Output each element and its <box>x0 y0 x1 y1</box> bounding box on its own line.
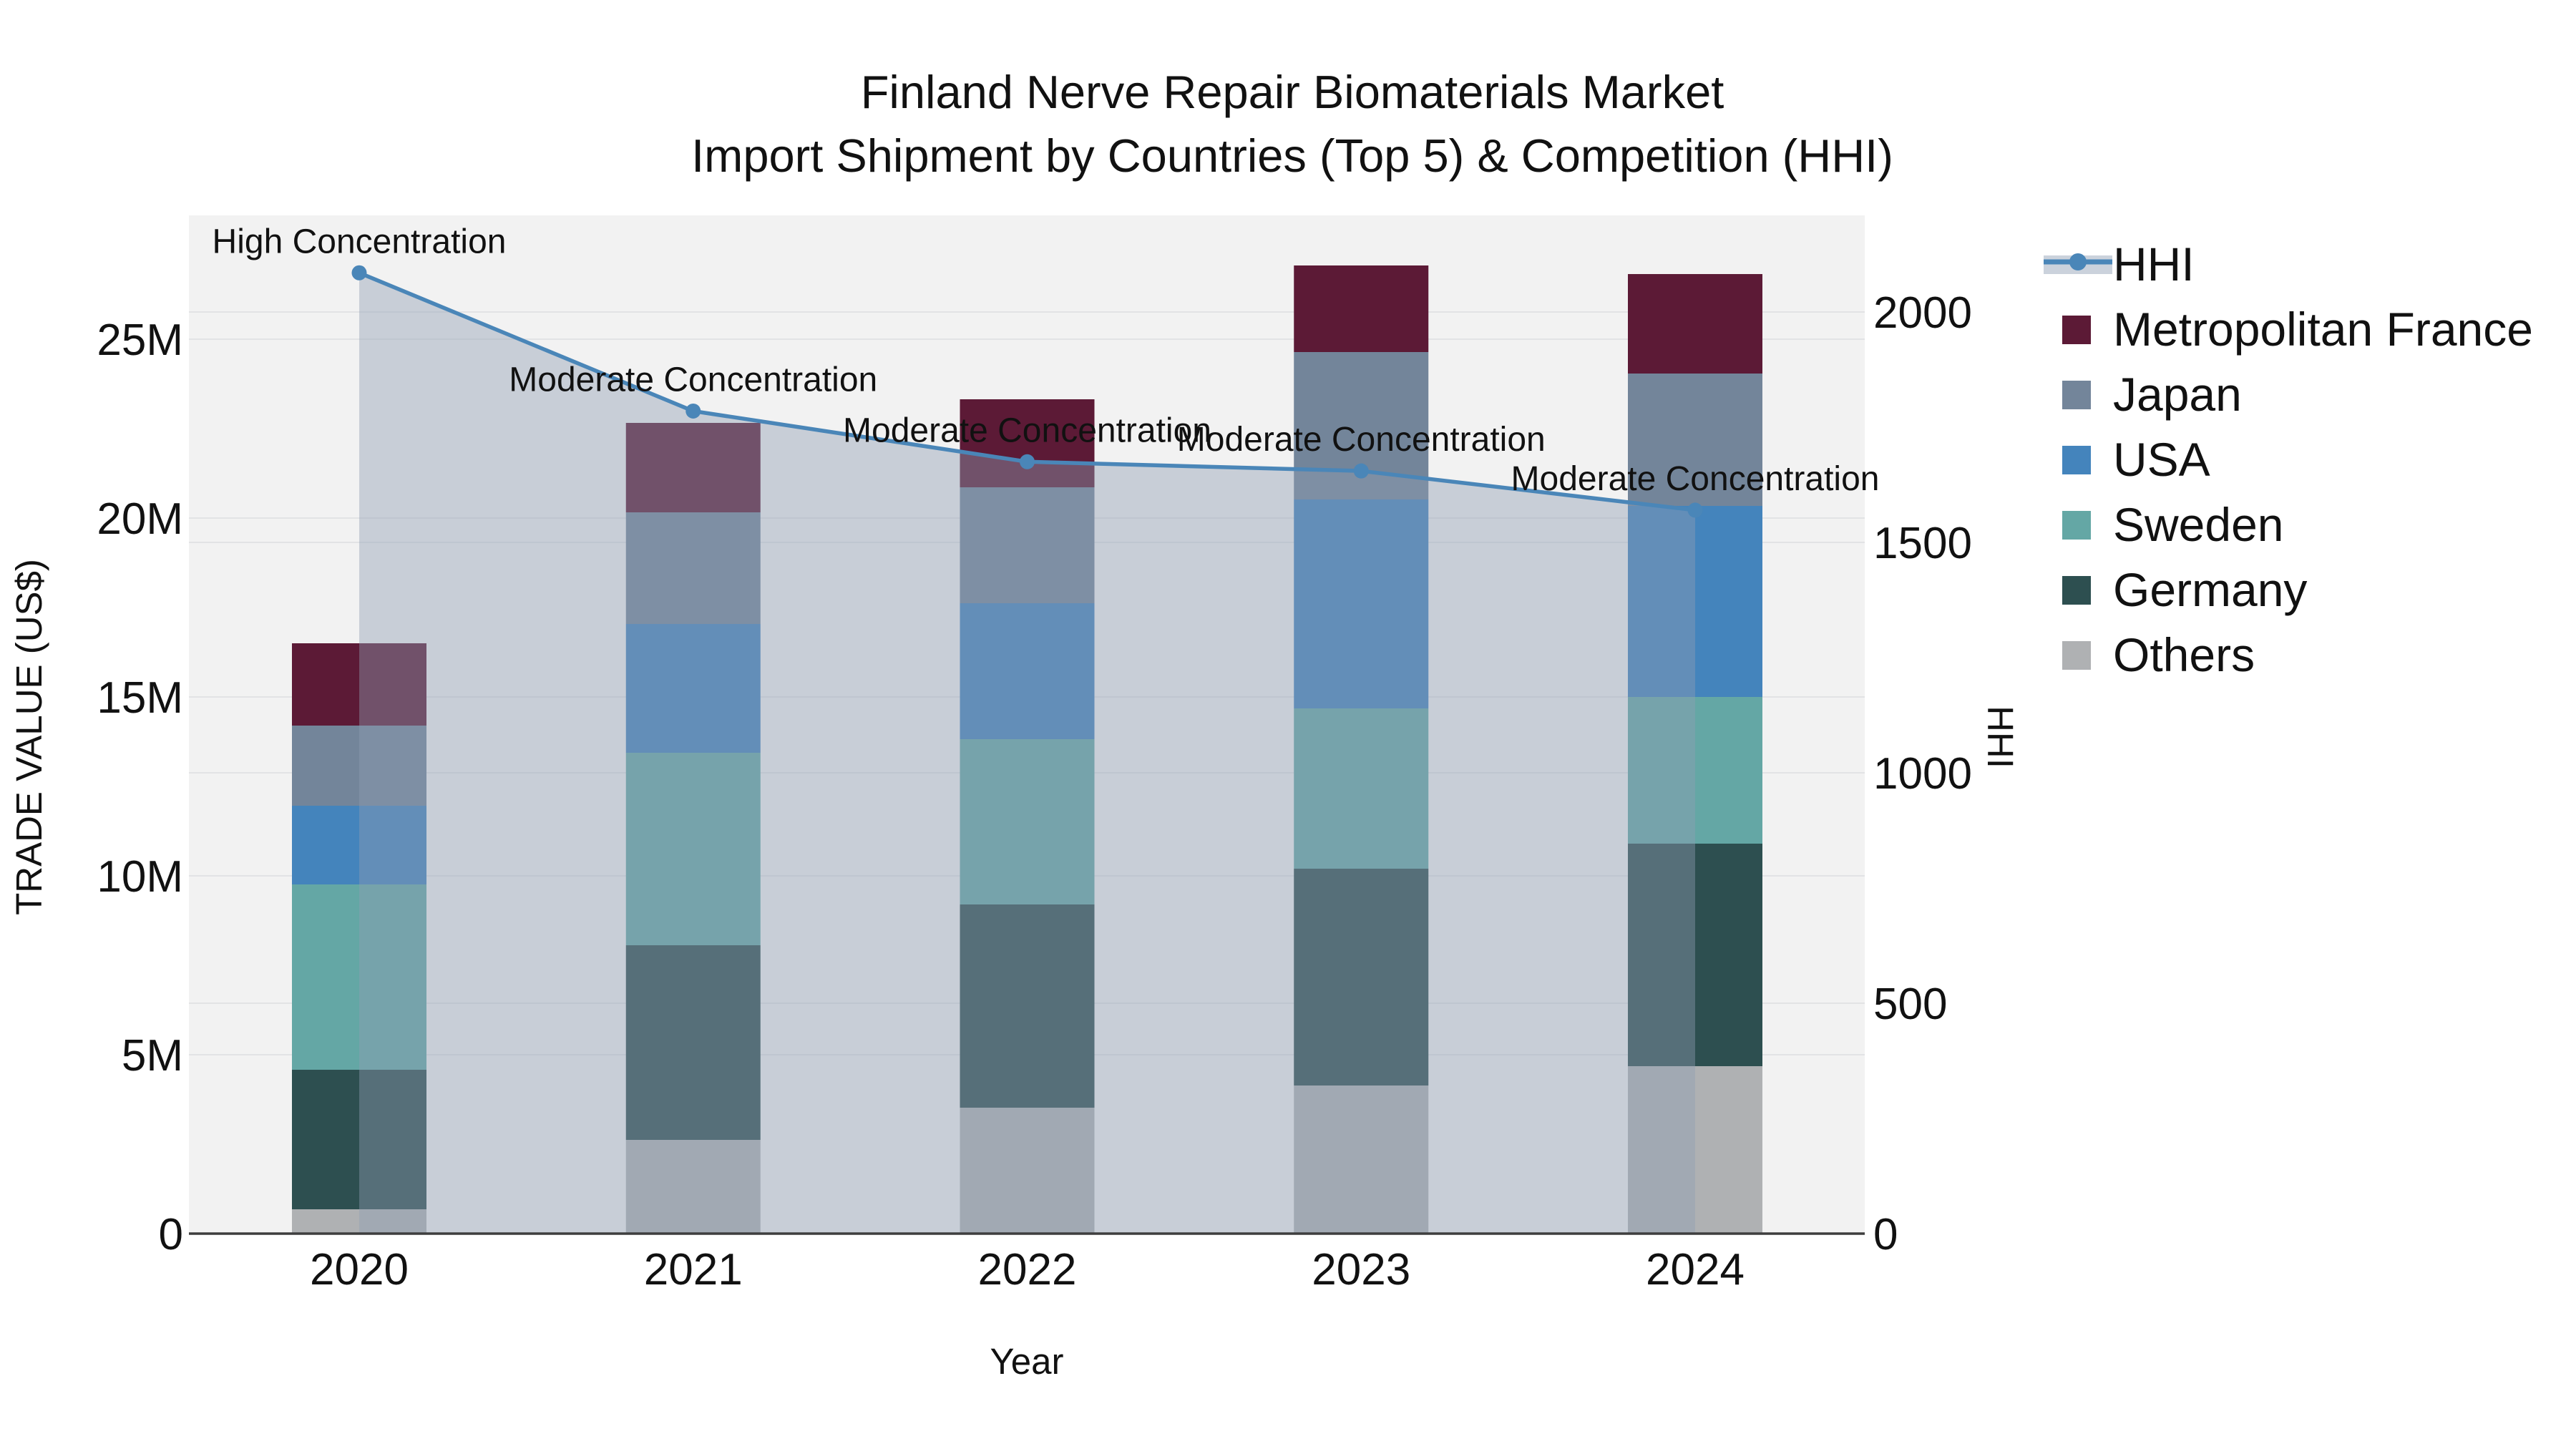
bar-segment-usa-2023 <box>1294 499 1429 708</box>
left-tick-20M: 20M <box>97 494 183 544</box>
legend-item-usa: USA <box>2062 433 2210 486</box>
legend-item-germany: Germany <box>2062 563 2307 616</box>
right-tick-500: 500 <box>1873 980 1947 1029</box>
annotation-2021: Moderate Concentration <box>509 361 877 399</box>
left-tick-15M: 15M <box>97 673 183 723</box>
right-tick-2000: 2000 <box>1873 288 1972 338</box>
bar-segment-sweden-2023 <box>1294 708 1429 869</box>
legend-label: Germany <box>2113 563 2307 616</box>
right-tick-1000: 1000 <box>1873 749 1972 799</box>
x-tick-2021: 2021 <box>644 1245 743 1294</box>
annotations: High Concentration Moderate Concentration… <box>213 223 1880 498</box>
bar-segment-germany-2021 <box>625 945 761 1140</box>
bar-segment-usa-2020 <box>292 806 426 884</box>
bar-segment-metropolitan-france-2020 <box>292 643 426 726</box>
legend-swatch-others <box>2062 641 2091 670</box>
legend-label: Sweden <box>2113 498 2284 551</box>
bar-segment-japan-2021 <box>625 512 761 624</box>
y-axis-ticks-right: 0 500 1000 1500 2000 <box>1873 288 1972 1259</box>
legend-swatch-germany <box>2062 576 2091 605</box>
bar-segment-germany-2020 <box>292 1070 426 1209</box>
legend-hhi-marker <box>2069 253 2087 270</box>
hhi-area <box>359 273 1695 1234</box>
legend-swatch-metropolitan-france <box>2062 316 2091 344</box>
bar-segment-metropolitan-france-2021 <box>625 423 761 512</box>
left-tick-0: 0 <box>159 1210 183 1259</box>
legend-label: Japan <box>2113 368 2242 421</box>
x-tick-2023: 2023 <box>1312 1245 1410 1294</box>
bar-segment-japan-2022 <box>960 487 1095 603</box>
legend-label: USA <box>2113 433 2210 486</box>
hhi-marker-2021 <box>686 403 701 419</box>
x-tick-2022: 2022 <box>978 1245 1077 1294</box>
hhi-marker-2020 <box>351 265 367 280</box>
stacked-bars <box>292 265 1762 1234</box>
x-axis-ticks: 2020 2021 2022 2023 2024 <box>310 1245 1745 1294</box>
bar-segment-germany-2024 <box>1628 844 1762 1066</box>
legend-item-hhi: HHI <box>2044 238 2195 291</box>
bar-segment-metropolitan-france-2024 <box>1628 274 1762 374</box>
bar-segment-metropolitan-france-2023 <box>1294 265 1429 352</box>
legend-item-japan: Japan <box>2062 368 2242 421</box>
hhi-area-fill <box>359 273 1695 1234</box>
bar-segment-usa-2024 <box>1628 506 1762 697</box>
legend-item-sweden: Sweden <box>2062 498 2284 551</box>
bar-segment-sweden-2021 <box>625 753 761 945</box>
bar-segment-others-2020 <box>292 1209 426 1234</box>
chart-title-line2: Import Shipment by Countries (Top 5) & C… <box>691 130 1893 182</box>
bar-segment-usa-2022 <box>960 603 1095 739</box>
bar-segment-japan-2020 <box>292 726 426 806</box>
x-axis-title: Year <box>990 1341 1063 1382</box>
bar-segment-others-2024 <box>1628 1066 1762 1234</box>
bar-segment-metropolitan-france-2022 <box>960 399 1095 487</box>
left-tick-10M: 10M <box>97 852 183 902</box>
legend-swatch-usa <box>2062 446 2091 474</box>
legend-swatch-sweden <box>2062 511 2091 540</box>
annotation-2023: Moderate Concentration <box>1177 421 1546 459</box>
legend-item-metropolitan-france: Metropolitan France <box>2062 303 2533 356</box>
annotation-2024: Moderate Concentration <box>1511 460 1880 498</box>
bar-segment-sweden-2024 <box>1628 697 1762 844</box>
legend-swatch-japan <box>2062 381 2091 409</box>
y-axis-title-right: HHI <box>1980 706 2021 769</box>
bar-segment-japan-2024 <box>1628 374 1762 506</box>
hhi-marker-2022 <box>1020 454 1035 469</box>
bar-segment-sweden-2022 <box>960 739 1095 904</box>
right-tick-1500: 1500 <box>1873 519 1972 568</box>
legend-label: HHI <box>2113 238 2195 291</box>
bar-segment-germany-2022 <box>960 904 1095 1108</box>
left-tick-25M: 25M <box>97 316 183 365</box>
bar-segment-usa-2021 <box>625 624 761 753</box>
legend-label: Metropolitan France <box>2113 303 2533 356</box>
annotation-2020: High Concentration <box>213 223 507 260</box>
legend: HHI Metropolitan France Japan USA Sweden Germ… <box>2044 238 2533 681</box>
y-axis-ticks-left: 0 5M 10M 15M 20M 25M <box>97 316 183 1259</box>
legend-item-others: Others <box>2062 628 2255 681</box>
bar-segment-others-2023 <box>1294 1085 1429 1234</box>
hhi-markers <box>351 265 1703 518</box>
x-tick-2024: 2024 <box>1646 1245 1745 1294</box>
chart-title-line1: Finland Nerve Repair Biomaterials Market <box>861 66 1724 118</box>
x-tick-2020: 2020 <box>310 1245 409 1294</box>
hhi-marker-2023 <box>1353 463 1369 479</box>
bar-segment-others-2021 <box>625 1140 761 1234</box>
bar-segment-sweden-2020 <box>292 884 426 1070</box>
right-tick-0: 0 <box>1873 1210 1898 1259</box>
bar-segment-others-2022 <box>960 1108 1095 1234</box>
annotation-2022: Moderate Concentration <box>843 411 1211 449</box>
bar-segment-germany-2023 <box>1294 869 1429 1085</box>
legend-label: Others <box>2113 628 2255 681</box>
hhi-marker-2024 <box>1687 502 1703 518</box>
left-tick-5M: 5M <box>122 1031 183 1080</box>
y-axis-title-left: TRADE VALUE (US$) <box>9 559 49 915</box>
